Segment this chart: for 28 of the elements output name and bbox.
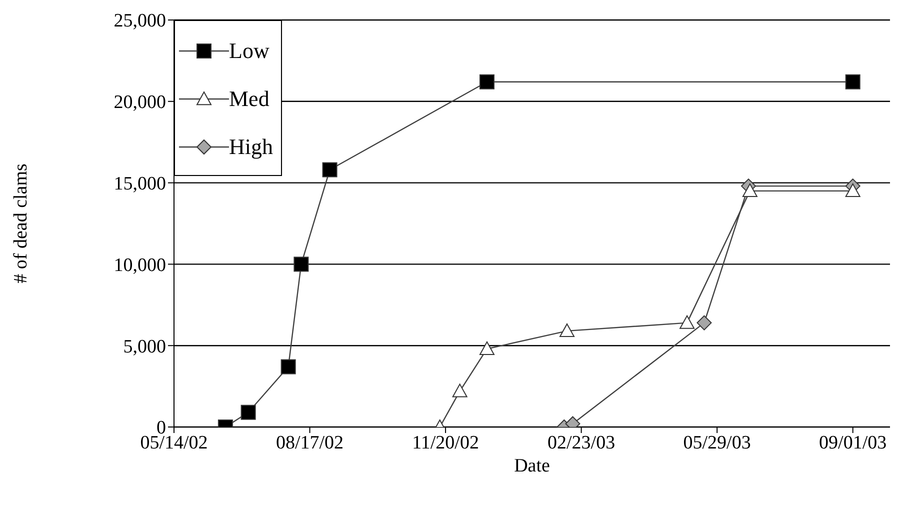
point (680, 315, 695, 329)
point (294, 256, 309, 272)
point (560, 323, 575, 338)
x-tick-label: 08/17/02 (276, 432, 344, 454)
y-tick-label: 20,000 (114, 92, 166, 114)
legend-label: Low (229, 38, 270, 64)
y-tick-label: 15,000 (114, 174, 166, 195)
point (845, 74, 860, 90)
x-tick-label: 02/23/03 (548, 432, 616, 454)
point (479, 74, 494, 90)
point (322, 162, 338, 178)
y-axis-title: # of dead clams (10, 164, 32, 284)
legend-label: High (229, 134, 273, 160)
point (280, 359, 296, 374)
point (845, 183, 860, 198)
point (452, 384, 468, 398)
legend-label: Med (229, 86, 270, 112)
y-tick-label: 25,000 (114, 10, 166, 32)
point (742, 183, 758, 198)
x-axis-title: Date (514, 455, 550, 476)
x-tick-label: 11/20/02 (412, 432, 479, 454)
x-tick-label: 09/01/03 (819, 432, 887, 454)
y-tick-label: 5,000 (123, 336, 166, 358)
point (696, 315, 712, 330)
point (479, 341, 494, 355)
point (240, 404, 256, 420)
x-tick-label: 05/29/03 (683, 432, 751, 454)
y-tick-label: 10,000 (114, 254, 166, 276)
